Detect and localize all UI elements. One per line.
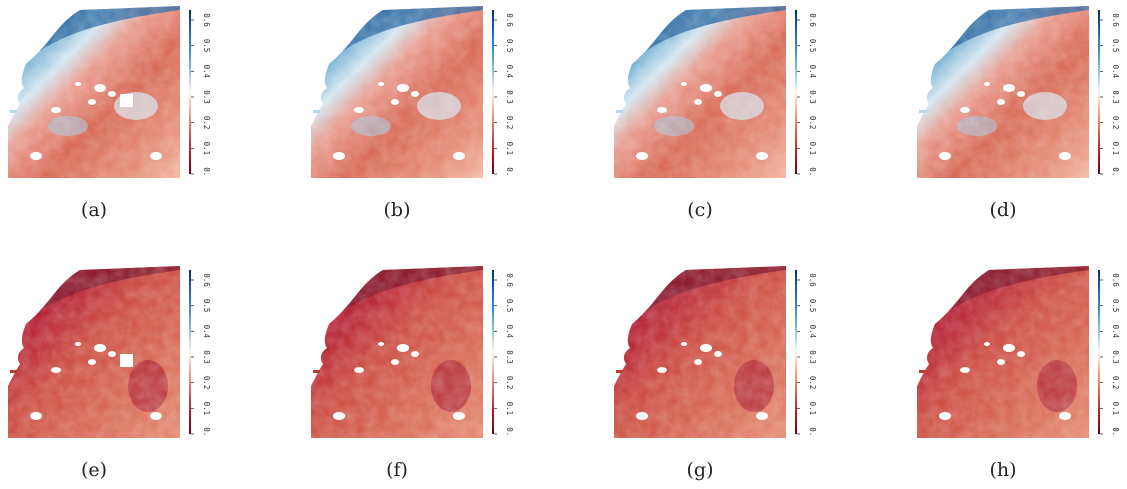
colorbar-tick-label: 0.0: [505, 167, 514, 176]
figure-panel: 0.0 0.1 0.2 0.3 0.4 0.5 0.6 (e): [2, 264, 217, 489]
colorbar: 0.0 0.1 0.2 0.3 0.4 0.5 0.6: [795, 10, 817, 176]
colorbar-tick-label: 0.3: [505, 350, 514, 364]
colorbar-tick-label: 0.3: [202, 90, 211, 104]
panel-caption: (d): [989, 199, 1017, 221]
colorbar-tick-label: 0.1: [202, 402, 211, 416]
colorbar-tick-label: 0.0: [808, 167, 817, 176]
colorbar-tick-label: 0.5: [505, 299, 514, 313]
colorbar-tick-label: 0.0: [505, 427, 514, 436]
colorbar-tick-label: 0.1: [1111, 402, 1120, 416]
heatmap-image: [614, 6, 786, 178]
colorbar-tick-label: 0.4: [202, 65, 211, 79]
colorbar-tick-label: 0.4: [202, 325, 211, 339]
colorbar-tick-label: 0.5: [1111, 39, 1120, 53]
colorbar: 0.0 0.1 0.2 0.3 0.4 0.5 0.6: [492, 270, 514, 436]
masked-square: [120, 354, 133, 367]
panel-caption: (a): [80, 199, 108, 221]
colorbar-tick-label: 0.5: [202, 299, 211, 313]
colorbar-tick-label: 0.0: [1111, 427, 1120, 436]
colorbar-tick-label: 0.1: [808, 142, 817, 156]
colorbar-tick-label: 0.4: [505, 325, 514, 339]
heatmap-image: [917, 6, 1089, 178]
colorbar-tick-label: 0.4: [505, 65, 514, 79]
colorbar-tick-label: 0.4: [1111, 65, 1120, 79]
heatmap-image: [311, 6, 483, 178]
colorbar: 0.0 0.1 0.2 0.3 0.4 0.5 0.6: [189, 10, 211, 176]
colorbar-tick-label: 0.2: [505, 376, 514, 390]
colorbar: 0.0 0.1 0.2 0.3 0.4 0.5 0.6: [1098, 10, 1120, 176]
colorbar: 0.0 0.1 0.2 0.3 0.4 0.5 0.6: [492, 10, 514, 176]
panel-caption: (e): [80, 459, 108, 481]
colorbar-tick-label: 0.4: [808, 65, 817, 79]
colorbar-tick-label: 0.6: [1111, 273, 1120, 287]
heatmap-image: [917, 266, 1089, 438]
colorbar-tick-label: 0.2: [505, 116, 514, 130]
colorbar-tick-label: 0.2: [1111, 116, 1120, 130]
colorbar-tick-label: 0.6: [808, 273, 817, 287]
colorbar-tick-label: 0.1: [1111, 142, 1120, 156]
heatmap-image: [311, 266, 483, 438]
heatmap-image: [8, 266, 180, 438]
figure-panel: 0.0 0.1 0.2 0.3 0.4 0.5 0.6 (g): [608, 264, 823, 489]
figure-panel: 0.0 0.1 0.2 0.3 0.4 0.5 0.6 (b): [305, 4, 520, 229]
colorbar-tick-label: 0.2: [202, 116, 211, 130]
colorbar-tick-label: 0.5: [808, 39, 817, 53]
colorbar-tick-label: 0.3: [202, 350, 211, 364]
heatmap-image: [8, 6, 180, 178]
figure-panel: 0.0 0.1 0.2 0.3 0.4 0.5 0.6 (a): [2, 4, 217, 229]
colorbar-tick-label: 0.0: [808, 427, 817, 436]
colorbar-tick-label: 0.4: [808, 325, 817, 339]
colorbar-tick-label: 0.1: [808, 402, 817, 416]
colorbar-tick-label: 0.0: [1111, 167, 1120, 176]
figure-panel: 0.0 0.1 0.2 0.3 0.4 0.5 0.6 (h): [911, 264, 1126, 489]
colorbar-tick-label: 0.2: [808, 116, 817, 130]
colorbar-tick-label: 0.4: [1111, 325, 1120, 339]
colorbar-tick-label: 0.2: [808, 376, 817, 390]
panel-caption: (h): [989, 459, 1017, 481]
colorbar-tick-label: 0.3: [808, 350, 817, 364]
panel-caption: (b): [383, 199, 411, 221]
figure-panel: 0.0 0.1 0.2 0.3 0.4 0.5 0.6 (d): [911, 4, 1126, 229]
figure-panel: 0.0 0.1 0.2 0.3 0.4 0.5 0.6 (c): [608, 4, 823, 229]
colorbar-tick-label: 0.5: [1111, 299, 1120, 313]
colorbar-tick-label: 0.5: [202, 39, 211, 53]
colorbar-tick-label: 0.6: [202, 273, 211, 287]
colorbar-tick-label: 0.6: [505, 13, 514, 27]
colorbar-tick-label: 0.6: [1111, 13, 1120, 27]
colorbar-tick-label: 0.3: [808, 90, 817, 104]
colorbar-tick-label: 0.6: [505, 273, 514, 287]
panel-caption: (g): [686, 459, 714, 481]
masked-square: [120, 94, 133, 107]
colorbar-tick-label: 0.3: [1111, 90, 1120, 104]
colorbar-tick-label: 0.5: [505, 39, 514, 53]
heatmap-image: [614, 266, 786, 438]
colorbar-tick-label: 0.0: [202, 167, 211, 176]
colorbar: 0.0 0.1 0.2 0.3 0.4 0.5 0.6: [1098, 270, 1120, 436]
colorbar: 0.0 0.1 0.2 0.3 0.4 0.5 0.6: [189, 270, 211, 436]
colorbar-tick-label: 0.2: [1111, 376, 1120, 390]
colorbar-tick-label: 0.1: [202, 142, 211, 156]
figure-panel: 0.0 0.1 0.2 0.3 0.4 0.5 0.6 (f): [305, 264, 520, 489]
panel-caption: (c): [687, 199, 713, 221]
panel-caption: (f): [386, 459, 408, 481]
colorbar-tick-label: 0.1: [505, 142, 514, 156]
colorbar-tick-label: 0.3: [1111, 350, 1120, 364]
colorbar: 0.0 0.1 0.2 0.3 0.4 0.5 0.6: [795, 270, 817, 436]
colorbar-tick-label: 0.5: [808, 299, 817, 313]
colorbar-tick-label: 0.6: [202, 13, 211, 27]
colorbar-tick-label: 0.3: [505, 90, 514, 104]
colorbar-tick-label: 0.0: [202, 427, 211, 436]
colorbar-tick-label: 0.1: [505, 402, 514, 416]
colorbar-tick-label: 0.6: [808, 13, 817, 27]
colorbar-tick-label: 0.2: [202, 376, 211, 390]
